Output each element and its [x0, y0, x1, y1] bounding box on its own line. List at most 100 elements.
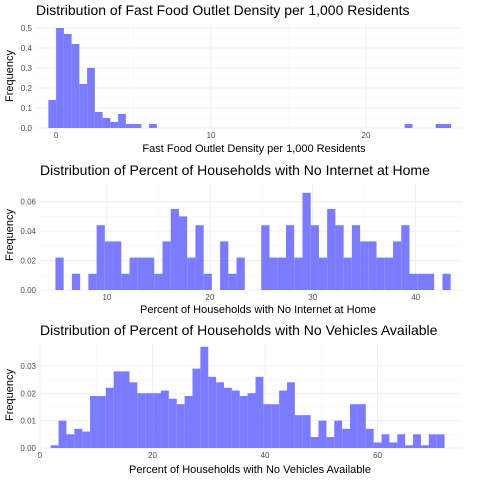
histogram-bar [351, 225, 361, 290]
histogram-bar [376, 257, 385, 290]
histogram-bar [239, 396, 248, 448]
histogram-bar [334, 420, 343, 448]
histogram-bar [145, 393, 154, 448]
histogram-bar [279, 390, 288, 448]
histogram-bar [255, 376, 264, 448]
histogram-bar [420, 445, 429, 448]
histogram-bar [125, 124, 134, 128]
y-tick-label: 0.0 [21, 124, 33, 133]
x-tick-label: 20 [148, 451, 157, 460]
histogram-bar [63, 34, 72, 128]
histogram-bar [153, 393, 161, 448]
histogram-bar [216, 382, 224, 448]
histogram-bar [187, 257, 196, 290]
histogram-bar [247, 393, 256, 448]
histogram-bar [113, 241, 122, 290]
histogram-bar [48, 100, 57, 128]
histogram-bar [203, 273, 212, 290]
panel-3-y-axis-label: Frequency [4, 369, 16, 421]
histogram-bar [442, 273, 451, 290]
histogram-bar [401, 225, 410, 290]
histogram-bar [90, 396, 98, 448]
histogram-bar [88, 273, 97, 290]
histogram-bar [393, 241, 402, 290]
histogram-bar [58, 420, 67, 448]
x-tick-label: 40 [261, 451, 270, 460]
y-tick-label: 0.06 [20, 198, 36, 207]
histogram-bar [200, 346, 209, 448]
panel-3-title: Distribution of Percent of Households wi… [40, 322, 438, 338]
histogram-bar [236, 257, 245, 290]
panel-2-x-axis-label: Percent of Households with No Internet a… [140, 304, 376, 316]
histogram-bar [373, 442, 382, 448]
x-tick-label: 60 [373, 451, 382, 460]
histogram-bar [285, 225, 295, 290]
histogram-bar [310, 225, 319, 290]
histogram-bar [261, 225, 270, 290]
histogram-bar [302, 415, 311, 448]
histogram-bar [192, 368, 201, 448]
panel-2-plot: 0.00 0.02 0.04 0.06 10 20 30 40 [20, 184, 462, 302]
histogram-bar [184, 396, 193, 448]
histogram-bar [302, 192, 311, 290]
y-tick-label: 0.1 [21, 104, 33, 113]
histogram-bar [384, 257, 394, 290]
histogram-bar [220, 241, 229, 290]
histogram-bar [176, 404, 185, 448]
histogram-bar [137, 257, 147, 290]
histogram-bar [71, 273, 81, 290]
histogram-bar [287, 382, 295, 448]
histogram-bar [168, 398, 177, 448]
histogram-bar [56, 28, 64, 128]
histogram-bar [97, 396, 106, 448]
y-tick-label: 0.03 [20, 362, 36, 371]
histogram-bar [102, 118, 111, 128]
y-tick-label: 0.02 [20, 389, 36, 398]
panel-1-plot: 0.0 0.1 0.2 0.3 0.4 0.5 0 10 20 [21, 24, 462, 140]
histogram-bar [133, 124, 142, 128]
histogram-bar [428, 434, 437, 448]
histogram-bar [360, 241, 369, 290]
x-tick-label: 30 [308, 293, 317, 302]
histogram-bar [94, 112, 103, 128]
histogram-bar [425, 273, 435, 290]
panel-3: Distribution of Percent of Households wi… [4, 322, 462, 476]
histogram-bar [160, 390, 169, 448]
histogram-bar [327, 209, 336, 290]
histogram-bar [149, 124, 157, 128]
histogram-bar [113, 371, 122, 448]
x-tick-label: 20 [362, 131, 371, 140]
histogram-bar [335, 225, 344, 290]
panel-1-y-axis-label: Frequency [4, 50, 16, 102]
histogram-bar [409, 273, 418, 290]
histogram-bar [310, 437, 319, 448]
histogram-bar [129, 257, 138, 290]
histogram-bar [228, 273, 237, 290]
histogram-bar [368, 241, 377, 290]
x-tick-label: 0 [38, 451, 43, 460]
histogram-bar [342, 428, 351, 448]
histogram-bar [405, 445, 414, 448]
histogram-bar [389, 442, 398, 448]
histogram-bar [343, 257, 352, 290]
histogram-bar [404, 124, 413, 128]
histogram-bar [71, 44, 80, 128]
histogram-bar [195, 225, 204, 290]
histogram-bar [271, 404, 280, 448]
histogram-bar [443, 124, 452, 128]
x-tick-label: 10 [102, 293, 111, 302]
histogram-bar [381, 434, 390, 448]
panel-3-plot: 0.00 0.01 0.02 0.03 0 20 40 60 [20, 344, 462, 460]
histogram-bar [82, 431, 91, 448]
y-tick-label: 0.02 [20, 257, 36, 266]
histogram-bar [104, 241, 114, 290]
histogram-bar [294, 257, 303, 290]
histogram-bar [326, 437, 335, 448]
histogram-bar [294, 415, 303, 448]
histogram-bar [397, 434, 406, 448]
y-tick-label: 0.3 [21, 64, 33, 73]
histogram-bar [137, 393, 146, 448]
histogram-bar [66, 434, 75, 448]
histogram-bar [118, 114, 126, 128]
histogram-bar [269, 257, 278, 290]
